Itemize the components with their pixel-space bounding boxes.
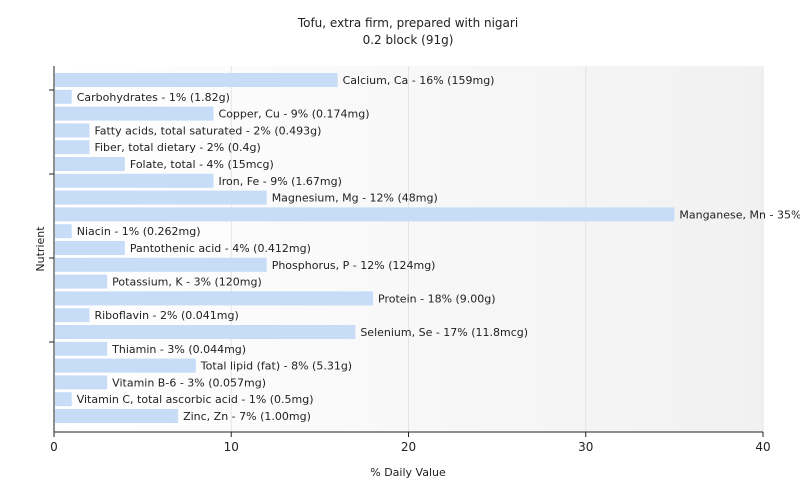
chart-title: Tofu, extra firm, prepared with nigari <box>297 16 518 30</box>
bar-label: Pantothenic acid - 4% (0.412mg) <box>130 242 311 255</box>
bar-label: Magnesium, Mg - 12% (48mg) <box>272 192 438 205</box>
bar-niacin <box>55 224 72 239</box>
bar-label: Manganese, Mn - 35% (0.691mg) <box>679 208 800 221</box>
bar-label: Riboflavin - 2% (0.041mg) <box>94 309 238 322</box>
x-tick-label: 20 <box>401 440 416 454</box>
bar-manganese-mn <box>55 207 675 222</box>
bar-potassium-k <box>55 274 108 289</box>
bar-pantothenic-acid <box>55 241 125 255</box>
bar-label: Potassium, K - 3% (120mg) <box>112 276 262 289</box>
bar-label: Iron, Fe - 9% (1.67mg) <box>219 175 342 188</box>
bar-label: Protein - 18% (9.00g) <box>378 292 496 305</box>
bar-label: Selenium, Se - 17% (11.8mcg) <box>360 326 528 339</box>
bar-label: Phosphorus, P - 12% (124mg) <box>272 259 436 272</box>
bar-label: Copper, Cu - 9% (0.174mg) <box>219 108 370 121</box>
bars <box>55 73 675 423</box>
bar-label: Fatty acids, total saturated - 2% (0.493… <box>94 124 321 137</box>
x-tick-label: 40 <box>755 440 770 454</box>
bar-phosphorus-p <box>55 257 267 272</box>
bar-riboflavin <box>55 308 90 323</box>
bar-magnesium-mg <box>55 190 267 205</box>
bar-copper-cu <box>55 106 214 121</box>
bar-vitamin-c-total-ascorbic-acid <box>55 392 72 407</box>
bar-label: Calcium, Ca - 16% (159mg) <box>343 74 495 87</box>
x-axis-label: % Daily Value <box>370 466 446 479</box>
x-tick-label: 0 <box>50 440 58 454</box>
bar-labels: Calcium, Ca - 16% (159mg) Carbohydrates -… <box>77 74 800 423</box>
bar-carbohydrates <box>55 89 72 104</box>
bar-calcium-ca <box>55 73 338 87</box>
x-tick-label: 10 <box>224 440 239 454</box>
chart-subtitle: 0.2 block (91g) <box>363 33 454 47</box>
bar-fiber-total-dietary <box>55 140 90 155</box>
y-axis-ticks <box>49 89 54 343</box>
y-axis-label: Nutrient <box>34 226 47 272</box>
bar-label: Carbohydrates - 1% (1.82g) <box>77 91 230 104</box>
bar-fatty-acids-total-saturated <box>55 123 90 138</box>
gridlines <box>230 66 764 432</box>
bar-vitamin-b-6 <box>55 375 108 390</box>
bar-thiamin <box>55 341 108 356</box>
bar-label: Vitamin B-6 - 3% (0.057mg) <box>112 376 266 389</box>
bar-label: Fiber, total dietary - 2% (0.4g) <box>94 141 260 154</box>
bar-protein <box>55 291 374 306</box>
bar-label: Vitamin C, total ascorbic acid - 1% (0.5… <box>77 393 314 406</box>
bar-iron-fe <box>55 173 214 188</box>
x-tick-label: 30 <box>578 440 593 454</box>
bar-total-lipid-fat <box>55 358 196 373</box>
bar-label: Folate, total - 4% (15mcg) <box>130 158 274 171</box>
bar-zinc-zn <box>55 409 179 423</box>
bar-label: Total lipid (fat) - 8% (5.31g) <box>200 360 352 373</box>
bar-label: Zinc, Zn - 7% (1.00mg) <box>183 410 311 423</box>
bar-selenium-se <box>55 325 356 339</box>
bar-label: Niacin - 1% (0.262mg) <box>77 225 201 238</box>
x-axis-ticks: 0 10 20 30 40 <box>50 432 771 454</box>
bar-folate-total <box>55 157 125 171</box>
bar-label: Thiamin - 3% (0.044mg) <box>111 343 246 356</box>
